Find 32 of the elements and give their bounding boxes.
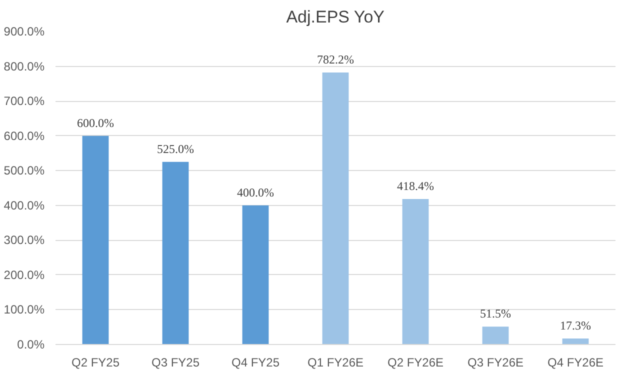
y-tick-label: 700.0% (4, 94, 45, 108)
y-tick-label: 500.0% (4, 164, 45, 178)
x-tick-label: Q2 FY26E (387, 356, 444, 370)
y-tick-label: 600.0% (4, 128, 45, 143)
bar (562, 338, 589, 344)
x-tick-label: Q3 FY26E (467, 356, 524, 370)
y-tick-label: 400.0% (4, 198, 45, 212)
data-label: 600.0% (77, 116, 114, 130)
y-tick-label: 300.0% (4, 233, 45, 248)
bar (402, 198, 429, 344)
x-tick-label: Q4 FY26E (547, 356, 604, 370)
chart-title: Adj.EPS YoY (286, 8, 385, 26)
data-label: 17.3% (560, 318, 591, 332)
x-tick-label: Q4 FY25 (231, 356, 280, 370)
y-tick-label: 0.0% (17, 338, 45, 352)
bar (82, 136, 109, 344)
data-label: 418.4% (397, 178, 434, 193)
y-tick-label: 200.0% (4, 268, 45, 282)
data-label: 51.5% (480, 306, 511, 321)
data-label: 400.0% (237, 185, 274, 200)
x-tick-label: Q3 FY25 (151, 356, 200, 370)
bar (322, 72, 349, 344)
x-tick-label: Q1 FY26E (307, 356, 364, 370)
y-tick-label: 100.0% (4, 302, 45, 317)
y-tick-label: 900.0% (4, 24, 45, 38)
y-tick-label: 800.0% (4, 59, 45, 74)
data-label: 782.2% (317, 52, 354, 66)
bar (162, 162, 189, 344)
bar (482, 326, 509, 344)
bar (242, 205, 269, 344)
data-label: 525.0% (157, 142, 194, 156)
x-tick-label: Q2 FY25 (71, 356, 120, 370)
